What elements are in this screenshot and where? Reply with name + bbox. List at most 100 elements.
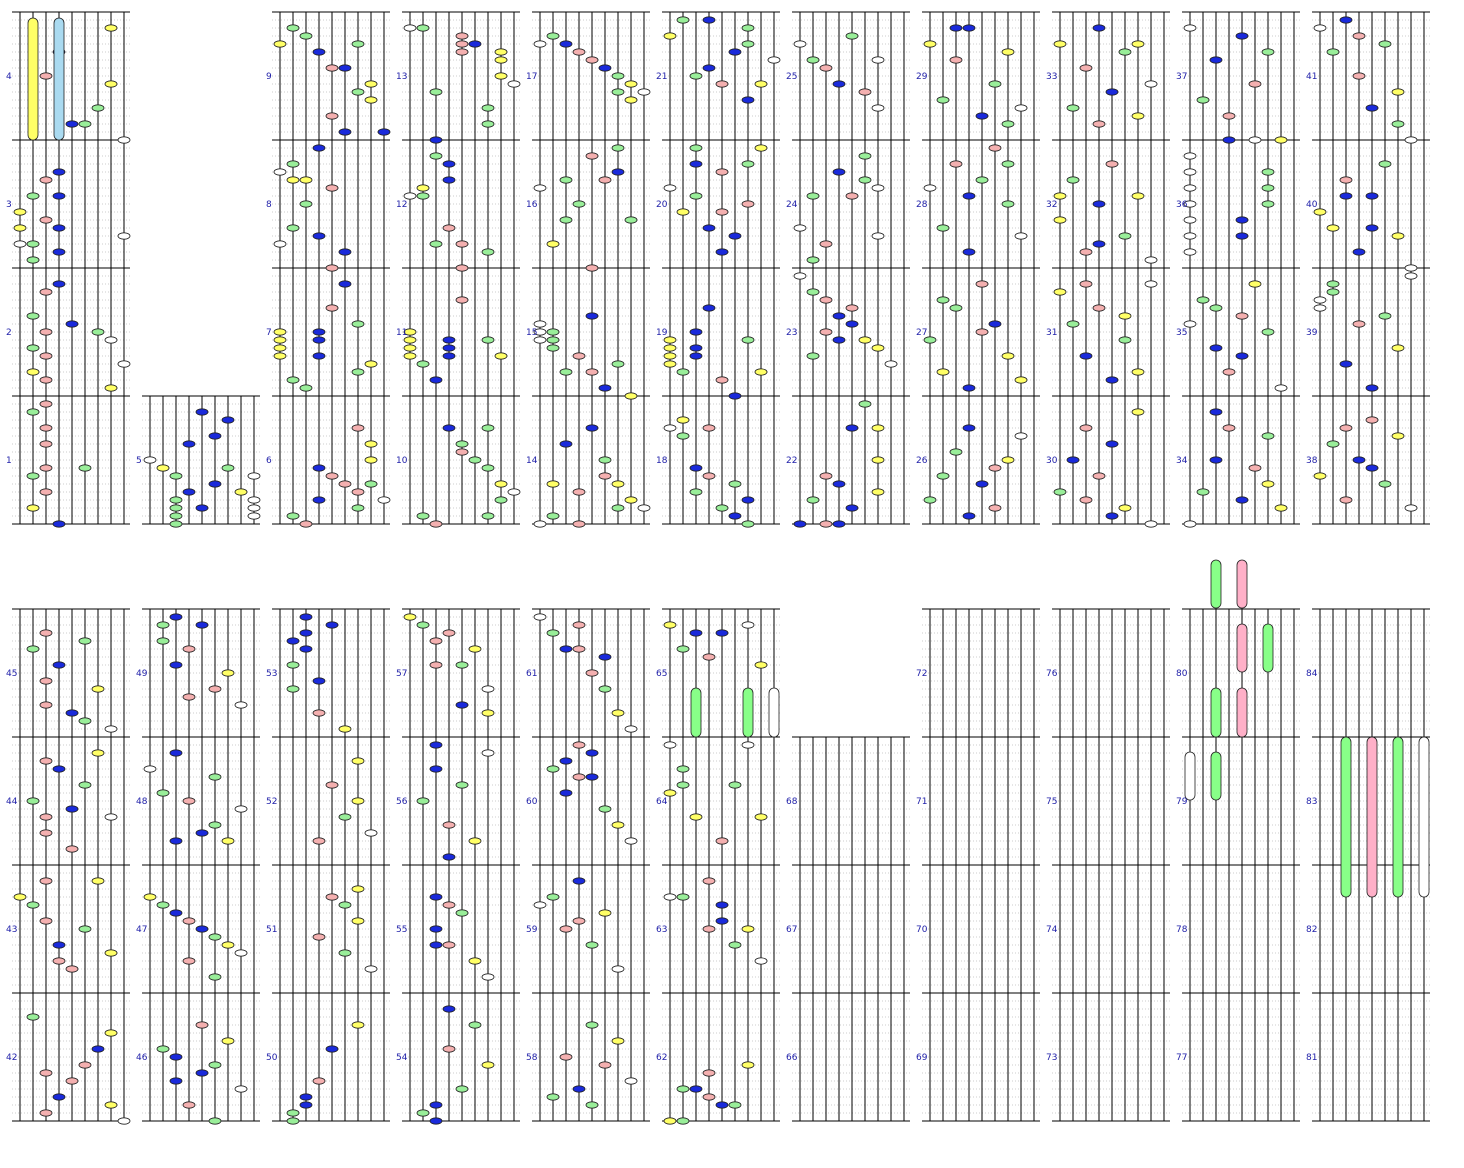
note-blue (52, 280, 66, 288)
note-blue (572, 1085, 586, 1093)
note-blue (299, 645, 313, 653)
note-green (351, 368, 365, 376)
note-blue (715, 248, 729, 256)
hold-green (1210, 559, 1222, 609)
note-blue (1092, 200, 1106, 208)
note-pink (39, 757, 53, 765)
note-yellow (143, 893, 157, 901)
note-pink (325, 184, 339, 192)
note-pink (1079, 496, 1093, 504)
note-blue (1339, 360, 1353, 368)
note-yellow (1131, 40, 1145, 48)
note-green (26, 344, 40, 352)
note-pink (455, 240, 469, 248)
note-pink (845, 192, 859, 200)
note-yellow (624, 96, 638, 104)
note-yellow (364, 96, 378, 104)
note-green (676, 432, 690, 440)
note-green (546, 336, 560, 344)
measure-number-81: 81 (1306, 1053, 1317, 1063)
measure-number-67: 67 (786, 925, 797, 935)
measure-number-66: 66 (786, 1053, 798, 1063)
note-white (1144, 520, 1158, 528)
note-blue (728, 48, 742, 56)
note-yellow (104, 949, 118, 957)
measure-number-46: 46 (136, 1053, 148, 1063)
note-blue (689, 328, 703, 336)
note-green (611, 144, 625, 152)
measure-number-52: 52 (266, 797, 277, 807)
note-green (91, 104, 105, 112)
note-pink (78, 1061, 92, 1069)
measure-number-12: 12 (396, 200, 407, 210)
note-pink (1365, 416, 1379, 424)
note-blue (312, 352, 326, 360)
note-white (533, 901, 547, 909)
note-white (143, 456, 157, 464)
note-green (1261, 200, 1275, 208)
note-pink (39, 328, 53, 336)
note-white (1183, 152, 1197, 160)
note-white (1274, 384, 1288, 392)
note-pink (1079, 280, 1093, 288)
note-pink (1352, 32, 1366, 40)
note-green (364, 480, 378, 488)
note-blue (195, 621, 209, 629)
note-blue (52, 224, 66, 232)
measure-number-42: 42 (6, 1053, 17, 1063)
note-yellow (546, 480, 560, 488)
note-yellow (273, 344, 287, 352)
measure-number-19: 19 (656, 328, 668, 338)
note-pink (572, 773, 586, 781)
note-yellow (1391, 432, 1405, 440)
measure-number-36: 36 (1176, 200, 1188, 210)
note-white (533, 520, 547, 528)
note-blue (832, 168, 846, 176)
note-green (1378, 40, 1392, 48)
measure-number-3: 3 (6, 200, 12, 210)
note-green (26, 240, 40, 248)
measure-number-54: 54 (396, 1053, 408, 1063)
note-green (286, 1117, 300, 1125)
measure-number-5: 5 (136, 456, 142, 466)
note-yellow (26, 504, 40, 512)
note-pink (585, 152, 599, 160)
note-blue (195, 504, 209, 512)
note-white (481, 685, 495, 693)
note-pink (988, 144, 1002, 152)
note-pink (39, 917, 53, 925)
measure-number-69: 69 (916, 1053, 928, 1063)
note-blue (195, 1069, 209, 1077)
note-blue (52, 248, 66, 256)
note-blue (52, 941, 66, 949)
measure-number-22: 22 (786, 456, 797, 466)
note-white (1313, 24, 1327, 32)
note-pink (39, 677, 53, 685)
note-white (1183, 216, 1197, 224)
note-yellow (364, 456, 378, 464)
note-yellow (1118, 504, 1132, 512)
note-blue (312, 336, 326, 344)
note-white (533, 320, 547, 328)
note-green (26, 1013, 40, 1021)
note-yellow (1014, 376, 1028, 384)
measure-number-26: 26 (916, 456, 928, 466)
measure-number-27: 27 (916, 328, 927, 338)
note-green (806, 56, 820, 64)
note-white (1404, 504, 1418, 512)
note-green (429, 240, 443, 248)
note-green (676, 1085, 690, 1093)
note-green (689, 72, 703, 80)
note-green (806, 496, 820, 504)
note-blue (1105, 512, 1119, 520)
note-green (858, 400, 872, 408)
note-green (676, 16, 690, 24)
note-blue (377, 128, 391, 136)
note-blue (559, 40, 573, 48)
measure-number-41: 41 (1306, 72, 1317, 82)
note-white (143, 765, 157, 773)
note-yellow (1001, 456, 1015, 464)
note-yellow (1053, 40, 1067, 48)
note-yellow (351, 797, 365, 805)
note-pink (39, 629, 53, 637)
